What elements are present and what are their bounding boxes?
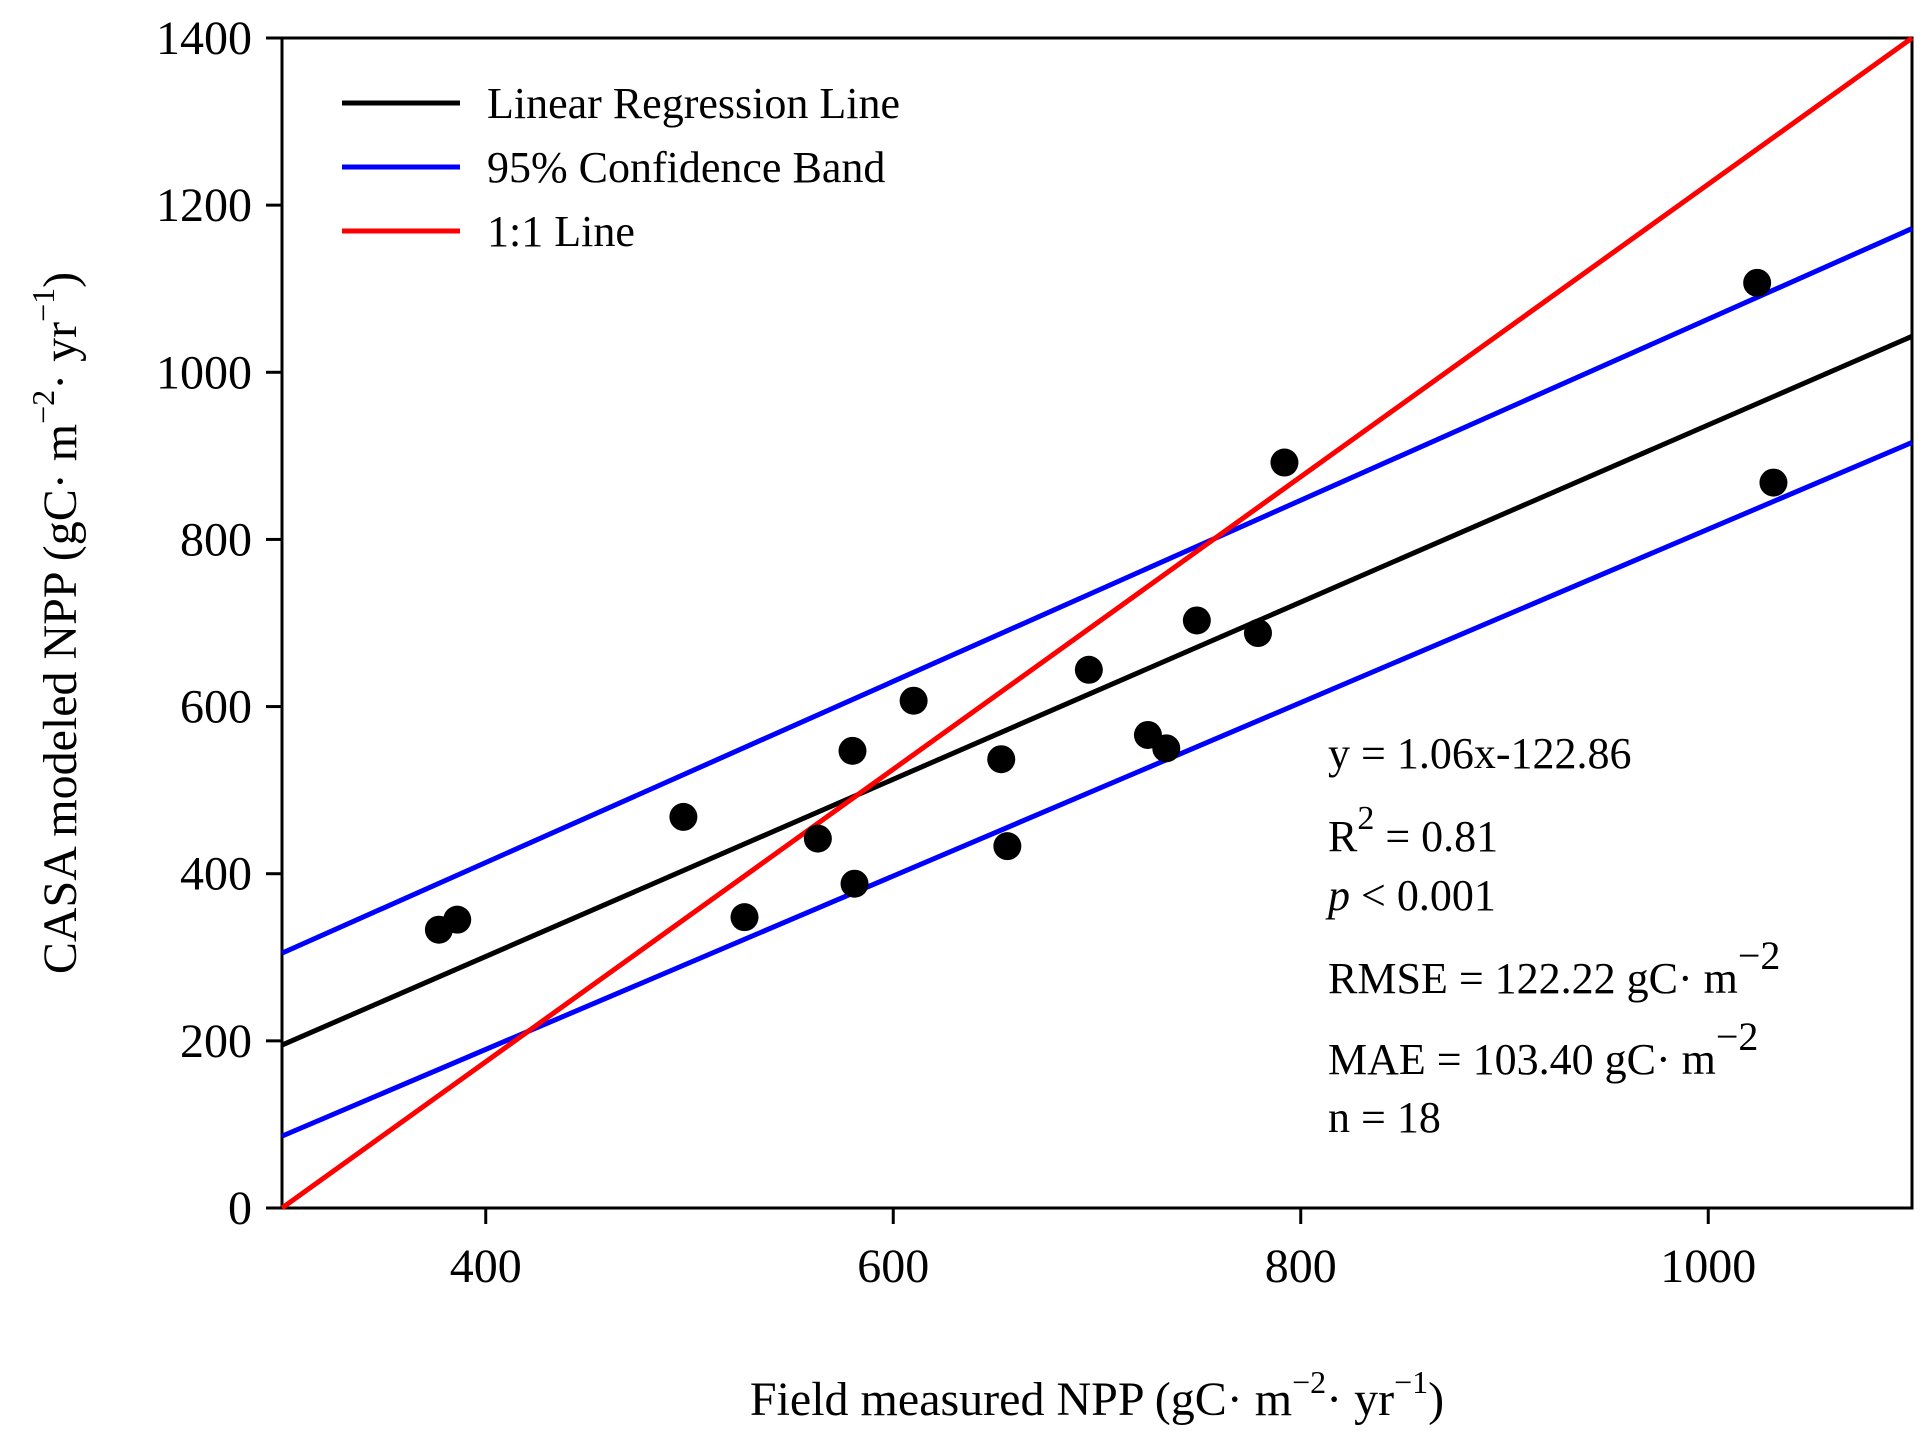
y-tick-label-5: 1000	[156, 346, 252, 399]
data-point-2	[669, 802, 698, 831]
y-axis-ticks: 0 200 400 600 800 1000 1200 1400	[156, 12, 282, 1235]
data-point-4	[803, 824, 832, 853]
y-tick-label-6: 1200	[156, 179, 252, 232]
plot-area	[280, 35, 1914, 1211]
x-tick-label-3: 1000	[1660, 1240, 1756, 1293]
data-point-17	[1759, 468, 1788, 497]
series-line-0	[281, 334, 1913, 1048]
stats-annotation: y = 1.06x-122.86 R2 = 0.81 p < 0.001 RMS…	[1325, 729, 1780, 1142]
rmse-text: RMSE = 122.22 gC· m−2	[1328, 933, 1780, 1003]
x-tick-label-1: 600	[857, 1240, 929, 1293]
legend-label-one-to-one: 1:1 Line	[487, 207, 635, 256]
p-value-text: p < 0.001	[1325, 871, 1496, 920]
plot-frame	[280, 36, 1914, 1210]
data-point-14	[1243, 619, 1272, 648]
data-point-6	[840, 869, 869, 898]
y-tick-label-0: 0	[228, 1182, 252, 1235]
y-tick-label-3: 600	[180, 681, 252, 734]
series-line-3	[280, 35, 1914, 1211]
equation-text: y = 1.06x-122.86	[1328, 729, 1631, 778]
x-tick-label-0: 400	[450, 1240, 522, 1293]
series-line-2	[281, 440, 1913, 1139]
y-tick-label-4: 800	[180, 513, 252, 566]
data-point-3	[730, 903, 759, 932]
data-point-7	[899, 686, 928, 715]
data-point-13	[1182, 606, 1211, 635]
n-text: n = 18	[1328, 1093, 1441, 1142]
x-axis-title: Field measured NPP (gC· m−2· yr−1)	[750, 1364, 1444, 1426]
mae-text: MAE = 103.40 gC· m−2	[1328, 1014, 1758, 1084]
legend: Linear Regression Line 95% Confidence Ba…	[342, 79, 900, 256]
series-line-1	[280, 226, 1914, 956]
y-tick-label-7: 1400	[156, 12, 252, 65]
series-lines	[280, 35, 1914, 1211]
y-tick-label-2: 400	[180, 848, 252, 901]
data-point-8	[987, 745, 1016, 774]
data-point-9	[993, 832, 1022, 861]
data-point-1	[443, 905, 472, 934]
legend-label-confidence: 95% Confidence Band	[487, 143, 885, 192]
data-point-15	[1270, 448, 1299, 477]
legend-label-regression: Linear Regression Line	[487, 79, 900, 128]
data-point-16	[1743, 268, 1772, 297]
data-point-5	[838, 736, 867, 765]
data-point-10	[1074, 655, 1103, 684]
data-points	[424, 268, 1788, 944]
r-squared-text: R2 = 0.81	[1328, 800, 1498, 861]
x-axis-ticks: 400 600 800 1000	[450, 1208, 1756, 1293]
y-axis-title: CASA modeled NPP (gC· m−2· yr−1)	[25, 272, 87, 974]
data-point-12	[1152, 734, 1181, 763]
y-tick-label-1: 200	[180, 1015, 252, 1068]
x-tick-label-2: 800	[1265, 1240, 1337, 1293]
